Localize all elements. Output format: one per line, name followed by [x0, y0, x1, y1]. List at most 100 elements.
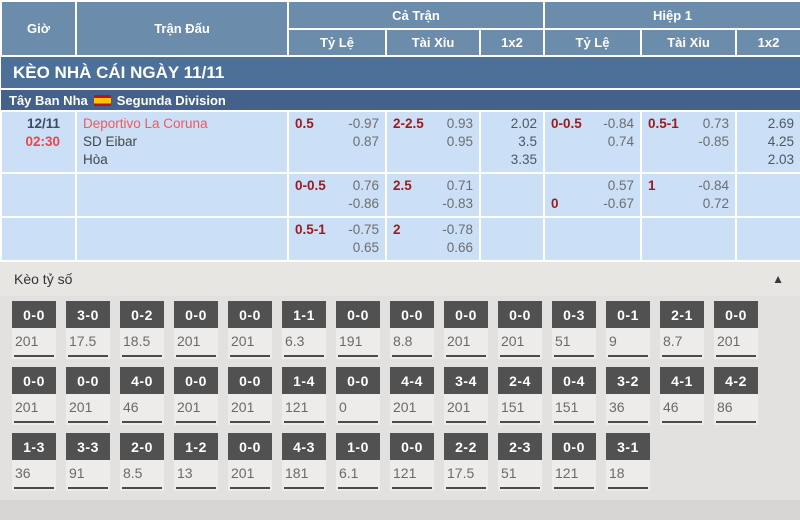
score-label: 0-4	[552, 367, 596, 394]
score-label: 0-0	[174, 301, 218, 328]
score-card[interactable]: 2-0 8.5	[120, 433, 164, 491]
score-card[interactable]: 2-4 151	[498, 367, 542, 425]
score-odds-value: 201	[15, 399, 39, 415]
score-card[interactable]: 0-0 201	[66, 367, 110, 425]
score-card[interactable]: 0-0 201	[444, 301, 488, 359]
handicap-label: 2-2.5	[393, 116, 424, 131]
group-header-first-half: Hiệp 1	[543, 0, 800, 30]
ft-over-under-odds[interactable]: 2-2.5 0.93 0.95	[385, 110, 481, 174]
score-card[interactable]: 1-4 121	[282, 367, 326, 425]
score-label: 2-2	[444, 433, 488, 460]
odds-value: -0.78	[442, 222, 473, 237]
odds-value: 0.65	[352, 240, 379, 255]
h1-handicap-odds[interactable]: 0-0.5 -0.84 0.74	[543, 110, 642, 174]
score-label: 1-3	[12, 433, 56, 460]
score-card[interactable]: 1-1 6.3	[282, 301, 326, 359]
odds-table: Giờ Trận Đấu Cả Trận Hiệp 1 Tỷ Lệ Tài Xỉ…	[0, 0, 800, 262]
group-header-full-match: Cả Trận	[287, 0, 545, 30]
score-card[interactable]: 1-0 6.1	[336, 433, 380, 491]
h1-1x2-odds	[735, 216, 800, 262]
ft-over-under-odds[interactable]: 2 -0.78 0.66	[385, 216, 481, 262]
score-card[interactable]: 0-0 0	[336, 367, 380, 425]
score-card[interactable]: 1-3 36	[12, 433, 56, 491]
score-label: 3-3	[66, 433, 110, 460]
handicap-label: 0-0.5	[551, 116, 582, 131]
ft-over-under-odds[interactable]: 2.5 0.71 -0.83	[385, 172, 481, 218]
score-label: 4-1	[660, 367, 704, 394]
score-card[interactable]: 3-2 36	[606, 367, 650, 425]
odds-value: -0.84	[698, 178, 729, 193]
league-bar[interactable]: Tây Ban Nha Segunda Division	[1, 89, 800, 112]
ft-handicap-odds[interactable]: 0-0.5 0.76 -0.86	[287, 172, 387, 218]
score-card[interactable]: 0-2 18.5	[120, 301, 164, 359]
collapse-arrow-icon[interactable]: ▲	[772, 272, 784, 286]
score-label: 1-4	[282, 367, 326, 394]
away-team-name[interactable]: SD Eibar	[83, 134, 138, 149]
col-header-ft-over-under: Tài Xỉu	[385, 28, 481, 57]
h1-handicap-odds	[543, 216, 642, 262]
score-card[interactable]: 4-3 181	[282, 433, 326, 491]
1x2-value: 4.25	[767, 134, 794, 149]
match-teams-cell[interactable]: Deportivo La Coruna SD Eibar Hòa	[75, 110, 289, 174]
h1-1x2-odds[interactable]: 2.69 4.25 2.03	[735, 110, 800, 174]
score-card[interactable]: 3-4 201	[444, 367, 488, 425]
odds-value: -0.67	[603, 196, 634, 211]
score-card[interactable]: 0-0 201	[714, 301, 758, 359]
score-odds-value: 201	[177, 333, 201, 349]
score-card[interactable]: 0-0 201	[498, 301, 542, 359]
score-card[interactable]: 4-0 46	[120, 367, 164, 425]
score-card[interactable]: 0-0 191	[336, 301, 380, 359]
score-label: 2-0	[120, 433, 164, 460]
ft-handicap-odds[interactable]: 0.5 -0.97 0.87	[287, 110, 387, 174]
score-card[interactable]: 0-0 201	[228, 367, 272, 425]
score-card[interactable]: 1-2 13	[174, 433, 218, 491]
score-label: 0-0	[552, 433, 596, 460]
score-card[interactable]: 0-4 151	[552, 367, 596, 425]
score-card[interactable]: 3-0 17.5	[66, 301, 110, 359]
ft-1x2-odds	[479, 216, 545, 262]
h1-handicap-odds[interactable]: 0.57 0 -0.67	[543, 172, 642, 218]
draw-label: Hòa	[83, 152, 108, 167]
col-header-time: Giờ	[0, 0, 77, 57]
empty-match-cell	[75, 216, 289, 262]
home-team-name[interactable]: Deportivo La Coruna	[83, 116, 208, 131]
1x2-value: 3.5	[518, 134, 537, 149]
score-label: 4-0	[120, 367, 164, 394]
score-card[interactable]: 0-0 121	[390, 433, 434, 491]
score-card[interactable]: 4-1 46	[660, 367, 704, 425]
odds-line: 0.5-1 0.73	[648, 115, 729, 133]
score-odds-value: 201	[501, 333, 525, 349]
odds-line: 0.74	[551, 133, 634, 151]
score-card[interactable]: 4-2 86	[714, 367, 758, 425]
score-label: 3-4	[444, 367, 488, 394]
ft-handicap-odds[interactable]: 0.5-1 -0.75 0.65	[287, 216, 387, 262]
odds-line: 2 -0.78	[393, 221, 473, 239]
score-card[interactable]: 0-3 51	[552, 301, 596, 359]
score-odds-value: 121	[393, 465, 417, 481]
score-label: 0-2	[120, 301, 164, 328]
score-card[interactable]: 0-0 121	[552, 433, 596, 491]
score-card[interactable]: 4-4 201	[390, 367, 434, 425]
score-card[interactable]: 2-1 8.7	[660, 301, 704, 359]
score-card[interactable]: 0-1 9	[606, 301, 650, 359]
ft-1x2-odds[interactable]: 2.02 3.5 3.35	[479, 110, 545, 174]
score-card[interactable]: 0-0 201	[174, 301, 218, 359]
score-card[interactable]: 3-3 91	[66, 433, 110, 491]
score-odds-value: 201	[447, 333, 471, 349]
score-odds-value: 91	[69, 465, 85, 481]
score-card[interactable]: 0-0 201	[228, 301, 272, 359]
h1-over-under-odds[interactable]: 0.5-1 0.73 -0.85	[640, 110, 737, 174]
score-card[interactable]: 3-1 18	[606, 433, 650, 491]
score-card[interactable]: 0-0 201	[228, 433, 272, 491]
score-card[interactable]: 2-3 51	[498, 433, 542, 491]
score-label: 0-0	[228, 301, 272, 328]
h1-over-under-odds[interactable]: 1 -0.84 0.72	[640, 172, 737, 218]
odds-line: 0.95	[393, 133, 473, 151]
score-card[interactable]: 0-0 201	[12, 367, 56, 425]
score-card[interactable]: 0-0 8.8	[390, 301, 434, 359]
score-section-header[interactable]: Kèo tỷ số ▲	[0, 262, 800, 296]
score-card[interactable]: 2-2 17.5	[444, 433, 488, 491]
score-card[interactable]: 0-0 201	[174, 367, 218, 425]
score-card[interactable]: 0-0 201	[12, 301, 56, 359]
score-odds-value: 46	[123, 399, 139, 415]
